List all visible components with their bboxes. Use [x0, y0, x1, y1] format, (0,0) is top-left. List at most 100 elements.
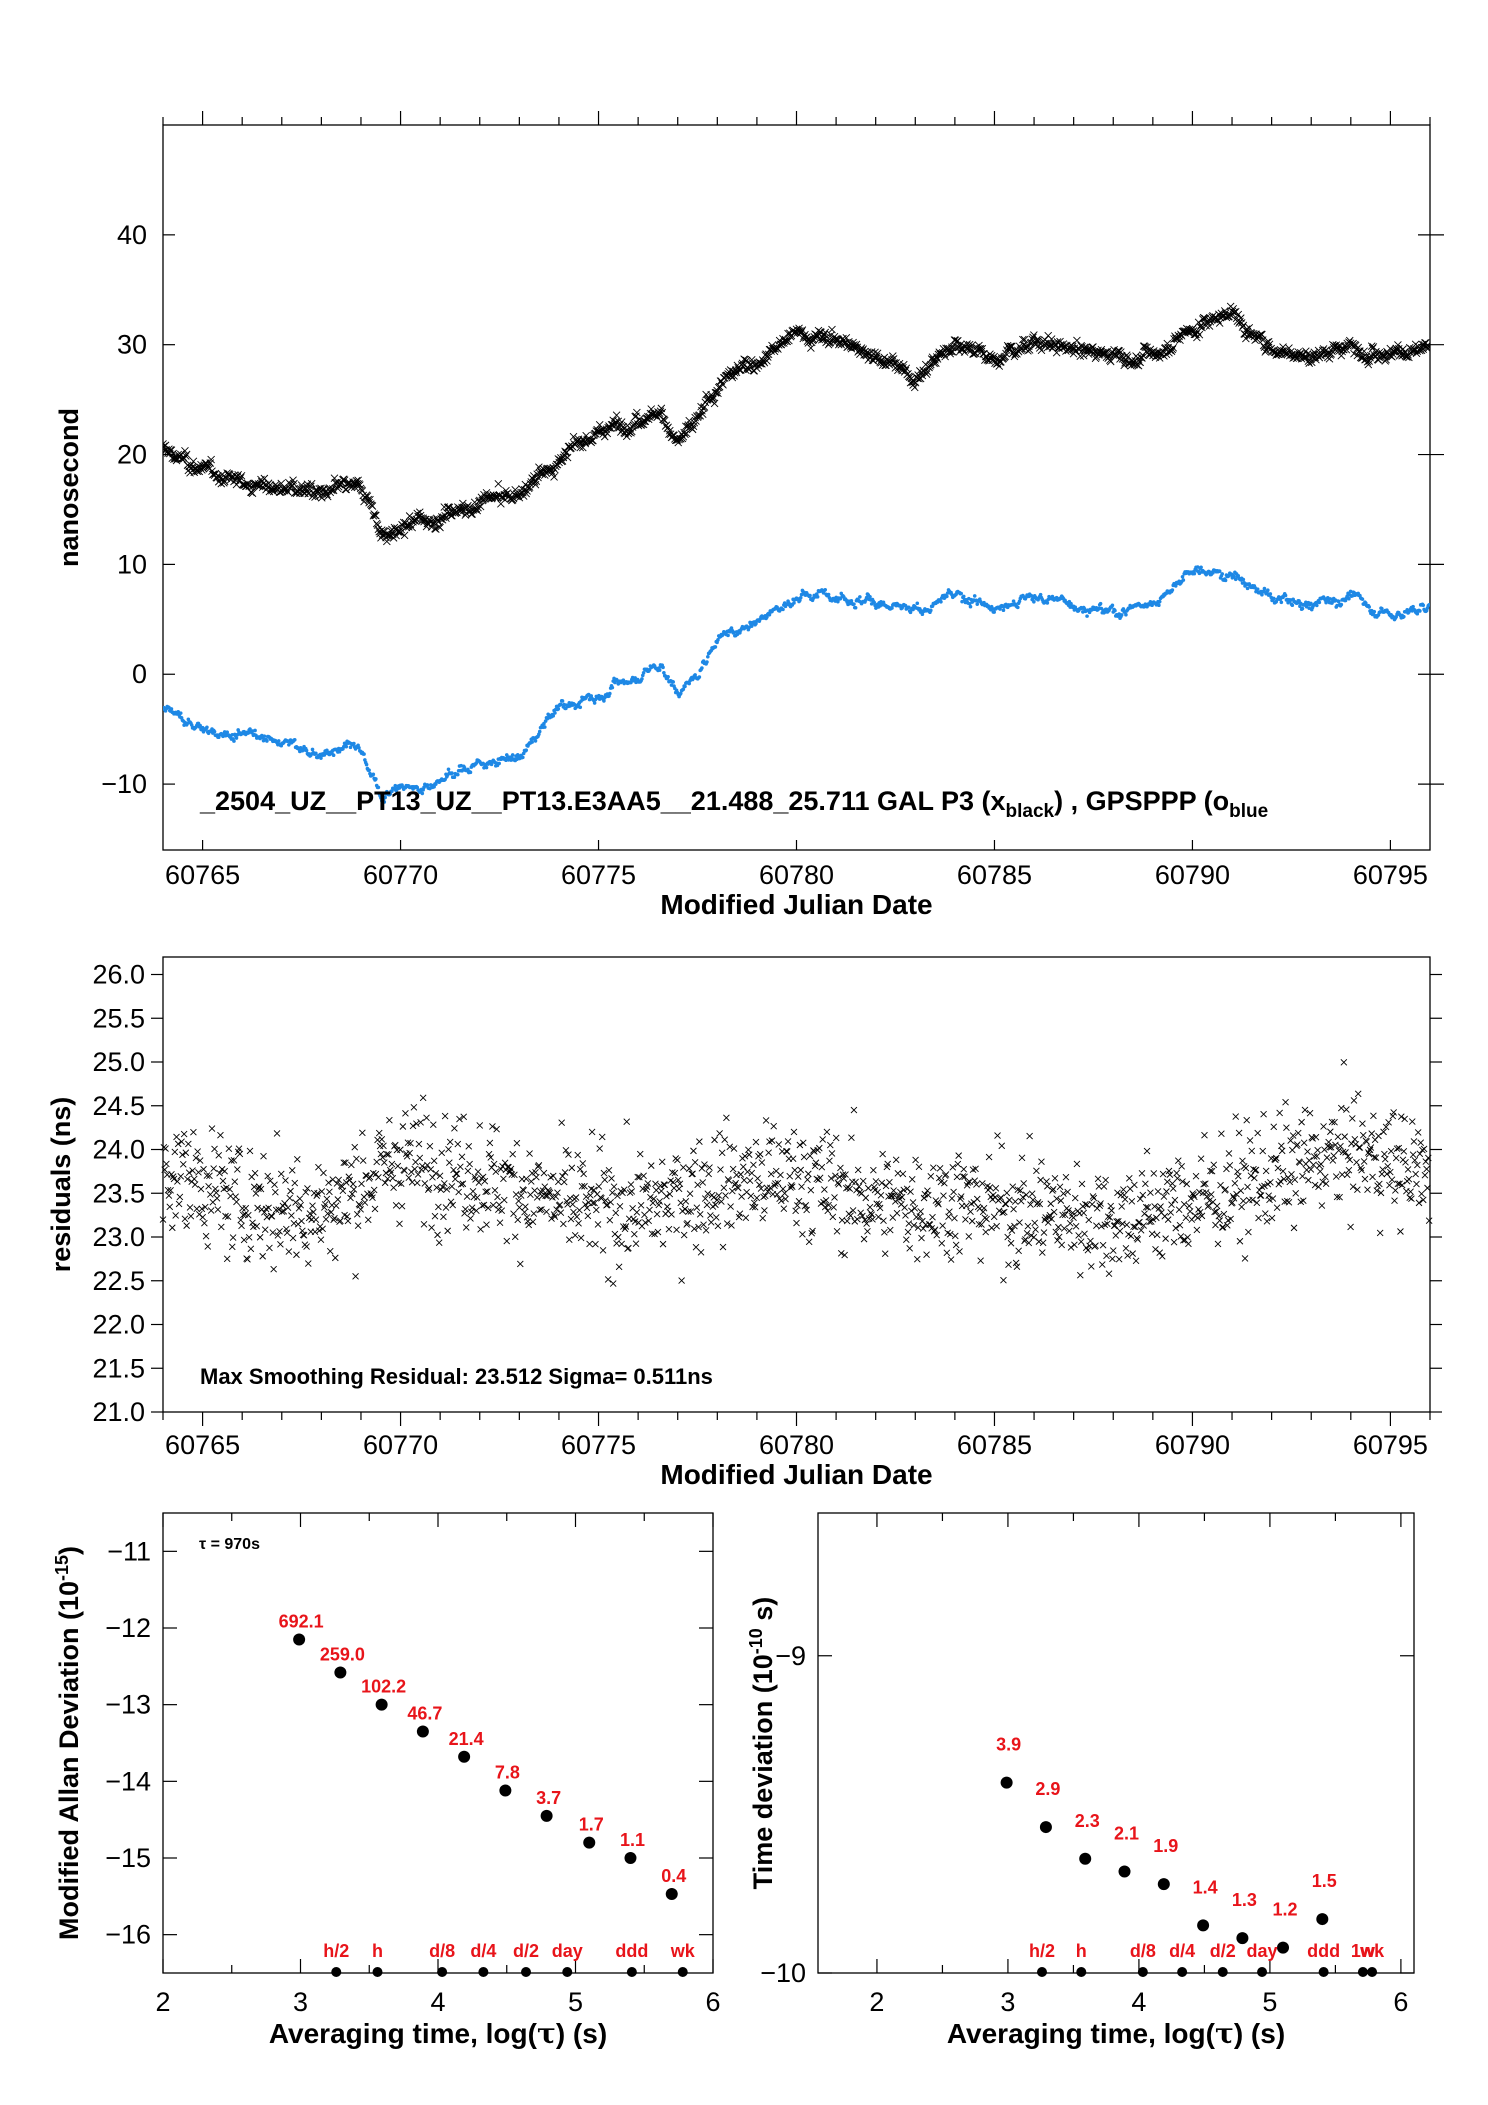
residual-point	[607, 1198, 614, 1206]
residual-point	[461, 1209, 468, 1217]
residual-point	[570, 1208, 577, 1216]
residual-point	[960, 1165, 968, 1173]
blue-series-point	[1418, 609, 1422, 613]
blue-series-point	[903, 603, 908, 608]
residual-point	[696, 1138, 703, 1145]
black-series-point	[1008, 342, 1016, 351]
residual-point	[794, 1202, 801, 1209]
residual-point	[1175, 1206, 1183, 1214]
interval-marker-point	[372, 1967, 383, 1977]
residual-point	[1405, 1175, 1413, 1183]
residual-point	[1075, 1232, 1082, 1239]
residual-point	[1423, 1165, 1430, 1173]
residual-point	[947, 1256, 955, 1263]
residual-point	[1180, 1201, 1188, 1208]
residual-point	[750, 1199, 758, 1207]
residual-point	[1258, 1183, 1266, 1191]
residual-point	[699, 1179, 707, 1186]
residual-point	[1292, 1190, 1300, 1197]
black-series-point	[727, 371, 736, 380]
residual-point	[429, 1173, 436, 1181]
residual-point	[850, 1106, 858, 1114]
residual-point	[782, 1195, 789, 1203]
residual-point	[659, 1240, 667, 1248]
residual-point	[1200, 1180, 1207, 1188]
interval-marker-point	[1318, 1967, 1329, 1977]
residual-point	[217, 1223, 225, 1231]
residual-point	[1056, 1183, 1064, 1191]
residual-point	[444, 1227, 451, 1235]
residual-point	[1007, 1239, 1015, 1247]
residual-point	[691, 1159, 699, 1166]
residual-point	[326, 1247, 334, 1255]
residual-point	[331, 1214, 338, 1222]
residual-point	[669, 1178, 677, 1186]
blue-series-point	[726, 633, 730, 638]
residual-point	[1401, 1115, 1408, 1123]
residual-point	[356, 1202, 364, 1209]
black-series-point	[393, 528, 402, 536]
residual-point	[1322, 1180, 1330, 1188]
residual-point	[1119, 1220, 1126, 1228]
blue-series-point	[1110, 603, 1115, 608]
residual-point	[651, 1230, 658, 1238]
residual-point	[906, 1245, 914, 1252]
residual-point	[533, 1194, 541, 1201]
x-tick-label: 60775	[561, 1430, 636, 1460]
residual-point	[1236, 1237, 1244, 1245]
black-series-point	[1024, 346, 1032, 355]
residual-point	[401, 1167, 408, 1174]
residual-point	[861, 1216, 869, 1224]
residual-point	[824, 1207, 832, 1215]
residual-point	[516, 1260, 524, 1268]
blue-series-point	[1347, 596, 1351, 601]
residual-point	[1142, 1180, 1149, 1188]
residual-point	[1272, 1156, 1279, 1164]
residual-point	[454, 1140, 462, 1148]
residual-point	[510, 1210, 517, 1217]
deviation-value-label: 3.7	[536, 1788, 561, 1808]
interval-marker-point	[478, 1967, 489, 1977]
black-series-point	[1225, 312, 1233, 321]
residual-point	[1124, 1252, 1131, 1259]
black-series-point	[633, 408, 641, 417]
blue-series-point	[781, 607, 785, 612]
black-series-point	[1360, 347, 1368, 356]
residual-point	[943, 1249, 951, 1257]
residual-point	[1129, 1250, 1136, 1257]
residual-point	[411, 1165, 419, 1173]
blue-series-point	[446, 767, 451, 772]
residual-point	[543, 1208, 550, 1216]
black-series-point	[941, 352, 949, 361]
residual-point	[1212, 1208, 1220, 1215]
residual-point	[881, 1229, 888, 1236]
residual-point	[589, 1199, 597, 1207]
residual-point	[761, 1207, 768, 1214]
x-tick-label: 60775	[561, 860, 636, 890]
blue-series-point	[189, 723, 194, 727]
residual-point	[309, 1202, 316, 1210]
residual-point	[949, 1164, 957, 1171]
residual-point	[503, 1237, 511, 1245]
residual-point	[1010, 1205, 1017, 1213]
black-series-point	[681, 430, 689, 439]
residual-point	[546, 1189, 554, 1197]
blue-series-point	[959, 591, 964, 596]
residual-point	[373, 1158, 381, 1166]
residual-point	[1014, 1186, 1022, 1194]
interval-marker-label: d/4	[1169, 1941, 1195, 1961]
residual-point	[884, 1160, 892, 1168]
residual-point	[892, 1198, 899, 1205]
residual-point	[604, 1276, 612, 1283]
residual-point	[171, 1148, 179, 1156]
x-tick-label: 60790	[1155, 860, 1230, 890]
residual-point	[1249, 1196, 1256, 1204]
residual-point	[459, 1180, 467, 1188]
blue-series-point	[992, 610, 996, 614]
residual-point	[1370, 1154, 1378, 1161]
residual-point	[712, 1201, 719, 1209]
residual-point	[826, 1141, 834, 1149]
residual-point	[907, 1188, 914, 1195]
residual-point	[619, 1189, 626, 1197]
residual-point	[652, 1180, 659, 1188]
